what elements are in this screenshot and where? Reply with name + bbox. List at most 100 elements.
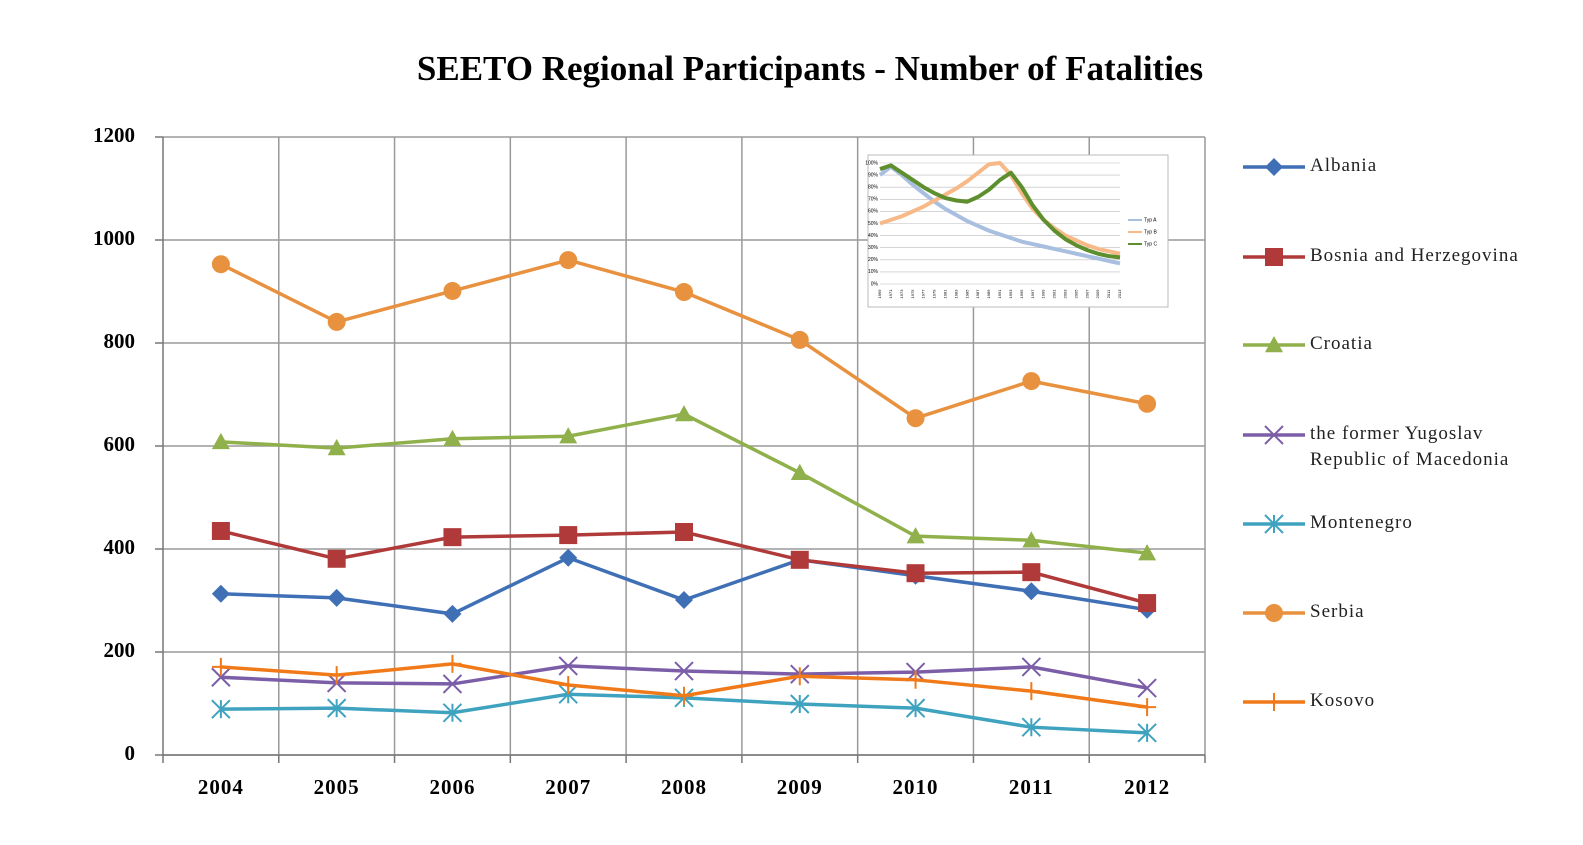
legend-marker [1264,425,1284,445]
y-tick-label: 0 [125,741,136,765]
inset-y-tick-label: 70% [868,197,879,203]
marker [1022,372,1041,391]
inset-x-tick-label: 1979 [932,289,937,299]
marker [790,463,809,480]
marker [1137,723,1157,743]
legend-marker [1265,693,1283,711]
inset-x-tick-label: 1977 [921,289,926,299]
marker [675,523,693,542]
x-tick-label: 2009 [777,775,823,799]
inset-x-tick-label: 1987 [975,289,980,299]
y-tick-label: 800 [104,329,136,353]
inset-x-tick-label: 1999 [1041,289,1046,299]
marker [442,674,463,694]
inset-x-tick-label: 1969 [877,289,882,299]
inset-x-tick-label: 1985 [964,289,969,299]
inset-y-tick-label: 40% [868,233,879,239]
marker [559,251,578,270]
inset-y-tick-label: 0% [871,281,879,287]
y-tick-label: 200 [104,638,136,662]
legend-label: Montenegro [1310,512,1413,533]
marker [559,526,578,545]
marker [790,694,810,714]
inset-y-tick-label: 30% [868,245,879,251]
y-tick-label: 600 [104,432,136,456]
inset-x-tick-label: 1973 [899,289,904,299]
marker [905,698,926,718]
marker [559,427,578,444]
x-tick-label: 2007 [545,775,591,799]
legend-marker [1265,248,1283,266]
inset-legend-label: Typ A [1144,217,1157,223]
inset-series-line [879,161,1121,256]
marker [790,550,809,569]
marker [1021,657,1042,677]
legend-marker [1264,514,1284,534]
inset-y-tick-label: 20% [868,257,879,263]
marker [211,521,230,540]
marker [1137,678,1157,698]
inset-chart: 0% 10% 20% 30% 40% 50% 60% 70% 80% 90% 100% 1969 197… [865,154,1169,308]
inset-y-tick-label: 50% [868,221,879,227]
marker [443,604,462,623]
marker [559,548,578,567]
legend-label: the former Yugoslav Republic of Macedoni… [1310,423,1510,470]
marker [443,654,462,673]
marker [675,283,693,302]
inset-x-tick-label: 2011 [1106,289,1111,298]
marker [326,698,347,718]
inset-x-tick-label: 1971 [888,289,893,299]
inset-x-tick-label: 1975 [910,289,915,299]
inset-y-tick-label: 90% [868,172,879,178]
inset-legend-label: Typ C [1144,241,1157,247]
marker [211,584,230,603]
legend-label: Serbia [1310,601,1365,622]
marker [211,432,230,450]
marker [211,667,231,687]
legend-marker [1265,604,1283,622]
marker [675,590,693,609]
marker [559,675,578,694]
marker [906,564,925,583]
inset-x-tick-label: 1983 [953,289,958,299]
x-tick-label: 2011 [1009,775,1054,799]
chart-title: SEETO Regional Participants - Number of … [417,49,1203,88]
legend-label: Kosovo [1310,690,1376,711]
marker [211,657,230,676]
inset-x-tick-label: 2001 [1052,289,1057,299]
x-tick-label: 2005 [314,775,360,799]
marker [1021,717,1042,737]
inset-x-tick-label: 1991 [997,289,1002,299]
legend-label: Albania [1310,155,1378,176]
x-tick-label: 2010 [893,775,939,799]
inset-series-line [878,164,1121,266]
series-line [220,664,1148,690]
marker [327,312,346,331]
marker [906,409,925,428]
marker [906,527,925,544]
marker [211,255,230,274]
marker [443,429,462,446]
inset-y-tick-label: 60% [868,209,879,215]
marker [790,667,809,686]
marker [674,661,694,681]
legend-label: Croatia [1310,333,1373,354]
marker [1138,544,1157,561]
inset-y-tick-label: 10% [868,269,879,275]
marker [675,686,693,705]
marker [1138,594,1157,613]
marker [790,330,809,349]
marker [327,439,346,456]
y-tick-label: 1200 [93,123,135,147]
inset-x-tick-label: 1989 [986,289,991,299]
inset-x-tick-label: 1995 [1019,289,1024,299]
marker [1022,582,1041,601]
inset-x-tick-label: 2013 [1117,289,1122,299]
marker [675,405,693,422]
inset-x-tick-label: 1981 [943,289,948,299]
y-tick-label: 1000 [93,226,135,250]
inset-y-tick-label: 80% [868,185,879,191]
marker [1022,682,1041,701]
